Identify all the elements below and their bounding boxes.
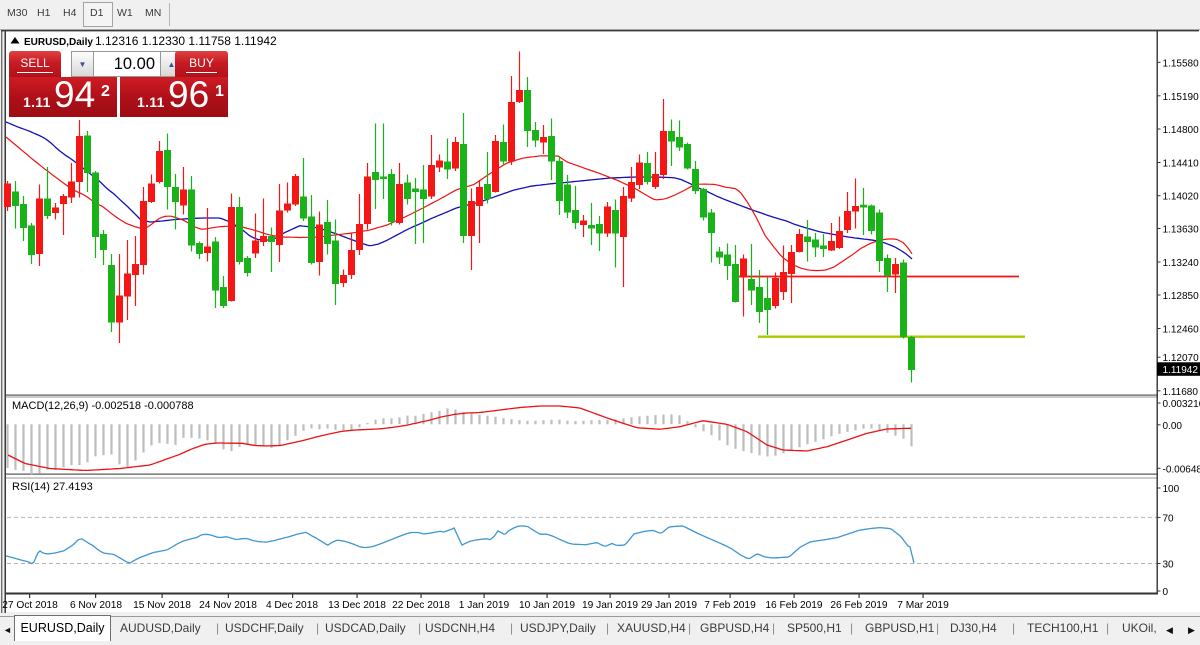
svg-text:10 Jan 2019: 10 Jan 2019 bbox=[519, 600, 575, 611]
svg-text:29 Jan 2019: 29 Jan 2019 bbox=[641, 600, 697, 611]
svg-text:1.15580: 1.15580 bbox=[1163, 58, 1200, 69]
svg-text:0.00: 0.00 bbox=[1163, 421, 1183, 432]
svg-text:27 Oct 2018: 27 Oct 2018 bbox=[2, 600, 58, 611]
svg-text:22 Dec 2018: 22 Dec 2018 bbox=[392, 600, 450, 611]
svg-text:70: 70 bbox=[1163, 513, 1175, 524]
svg-text:19 Jan 2019: 19 Jan 2019 bbox=[582, 600, 638, 611]
svg-text:7 Feb 2019: 7 Feb 2019 bbox=[704, 600, 756, 611]
svg-text:1 Jan 2019: 1 Jan 2019 bbox=[459, 600, 510, 611]
svg-text:1.12850: 1.12850 bbox=[1163, 291, 1200, 302]
svg-text:1.14410: 1.14410 bbox=[1163, 159, 1200, 170]
svg-text:26 Feb 2019: 26 Feb 2019 bbox=[830, 600, 888, 611]
svg-text:1.13240: 1.13240 bbox=[1163, 258, 1200, 269]
svg-text:1.12070: 1.12070 bbox=[1163, 353, 1200, 364]
svg-text:13 Dec 2018: 13 Dec 2018 bbox=[328, 600, 386, 611]
svg-text:1.12316 1.12330 1.11758 1.1194: 1.12316 1.12330 1.11758 1.11942 bbox=[95, 34, 277, 48]
svg-text:16 Feb 2019: 16 Feb 2019 bbox=[765, 600, 823, 611]
svg-text:1.14800: 1.14800 bbox=[1163, 125, 1200, 136]
svg-text:100: 100 bbox=[1163, 484, 1180, 495]
svg-text:6 Nov 2018: 6 Nov 2018 bbox=[70, 600, 122, 611]
svg-text:0: 0 bbox=[1163, 587, 1169, 598]
svg-text:1.15190: 1.15190 bbox=[1163, 92, 1200, 103]
svg-text:24 Nov 2018: 24 Nov 2018 bbox=[199, 600, 257, 611]
svg-text:1.13630: 1.13630 bbox=[1163, 225, 1200, 236]
svg-text:MACD(12,26,9) -0.002518 -0.000: MACD(12,26,9) -0.002518 -0.000788 bbox=[12, 400, 194, 412]
svg-text:1.11942: 1.11942 bbox=[1163, 365, 1199, 376]
svg-text:7 Mar 2019: 7 Mar 2019 bbox=[897, 600, 949, 611]
svg-text:1.14020: 1.14020 bbox=[1163, 192, 1200, 203]
svg-text:1.11680: 1.11680 bbox=[1163, 387, 1199, 398]
svg-text:1.12460: 1.12460 bbox=[1163, 325, 1200, 336]
svg-text:EURUSD,Daily: EURUSD,Daily bbox=[24, 37, 93, 48]
svg-text:-0.006485: -0.006485 bbox=[1163, 464, 1200, 475]
svg-text:0.003216: 0.003216 bbox=[1163, 399, 1200, 410]
svg-text:4 Dec 2018: 4 Dec 2018 bbox=[266, 600, 318, 611]
svg-text:RSI(14) 27.4193: RSI(14) 27.4193 bbox=[12, 481, 93, 493]
svg-text:15 Nov 2018: 15 Nov 2018 bbox=[133, 600, 191, 611]
svg-text:30: 30 bbox=[1163, 560, 1175, 571]
